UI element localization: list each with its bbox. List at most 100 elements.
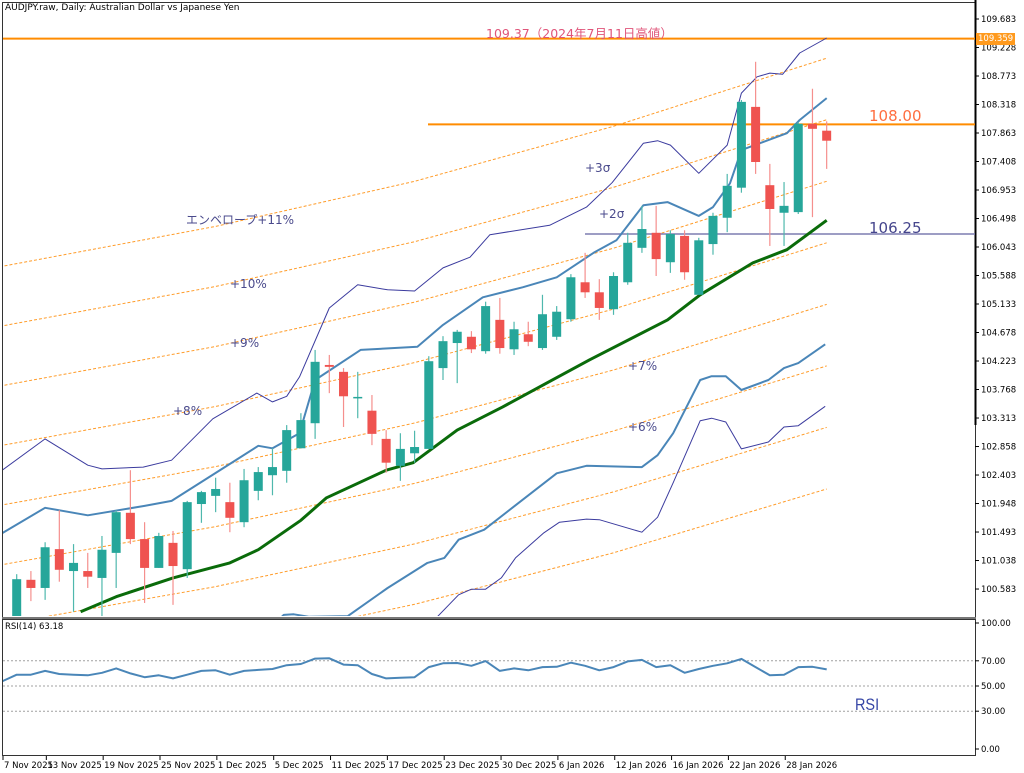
candle-bullish [40, 542, 50, 600]
candle-body [239, 480, 249, 523]
candle-body [466, 336, 476, 350]
candle-body [367, 410, 377, 434]
candle-bullish [609, 272, 619, 315]
moving-average [80, 219, 828, 614]
candle-body [353, 396, 363, 399]
candle-bullish [793, 121, 803, 214]
candle-bullish [296, 413, 306, 449]
candle-bullish [566, 274, 576, 322]
price-tick-label: 103.768 [981, 386, 1016, 396]
candle-body [182, 502, 192, 570]
bollinger-plus2-line [3, 97, 828, 534]
rsi-title: RSI(14) 63.18 [5, 622, 64, 632]
candle-body [83, 571, 93, 577]
candle-bearish [381, 430, 391, 473]
price-tick-label: 105.133 [981, 300, 1016, 310]
candle-body [381, 438, 391, 463]
candle-body [680, 235, 690, 273]
candle-body [651, 232, 661, 260]
candle-body [69, 562, 79, 572]
envelope-line-plus10 [3, 119, 827, 327]
candle-bullish [438, 336, 448, 380]
candle-bullish [111, 510, 121, 588]
candle-body [609, 276, 619, 310]
candle-bearish [140, 522, 150, 603]
candle-bullish [481, 301, 491, 354]
candle-bearish [54, 510, 64, 582]
candle-body [523, 334, 533, 342]
candle-bearish [822, 121, 832, 169]
candle-body [736, 101, 746, 188]
candle-bearish [125, 470, 135, 545]
candle-bullish [424, 356, 434, 449]
envelope-lines [3, 57, 827, 616]
date-tick-label: 5 Dec 2025 [275, 761, 324, 771]
price-tick-label: 106.498 [981, 215, 1016, 225]
bollinger-minus2-line [281, 343, 826, 616]
price-tick-label: 108.773 [981, 72, 1016, 82]
price-tick-label: 106.043 [981, 243, 1016, 253]
candle-body [12, 579, 22, 616]
candle-bearish [339, 368, 349, 427]
candle-bullish [537, 294, 547, 350]
horizontal-levels [3, 37, 975, 235]
candle-bearish [523, 321, 533, 347]
candle-bullish [410, 430, 420, 463]
candle-body [410, 447, 420, 454]
candle-body [552, 311, 562, 337]
candle-body [324, 364, 334, 367]
sigma-2-label: +2σ [599, 207, 625, 221]
envelope-line-plus7 [3, 303, 827, 506]
candle-bullish [395, 433, 405, 481]
candle-body [637, 229, 647, 248]
candle-body [438, 341, 448, 369]
candle-bullish [509, 321, 519, 355]
price-tick-label: 102.403 [981, 471, 1016, 481]
candle-body [722, 185, 732, 218]
candle-bearish [580, 252, 590, 298]
candle-bullish [182, 500, 192, 578]
envelope-7-label: +7% [628, 359, 658, 373]
candle-body [481, 306, 491, 352]
candle-bullish [97, 535, 107, 616]
candle-body [822, 130, 832, 141]
candle-bearish [651, 205, 661, 277]
candle-bullish [267, 448, 277, 496]
candles [12, 61, 832, 616]
candle-body [168, 542, 178, 567]
candle-body [495, 319, 505, 349]
price-tick-label: 103.313 [981, 414, 1016, 424]
candle-body [708, 215, 718, 245]
candle-bearish [26, 571, 36, 602]
price-tick-label: 104.223 [981, 357, 1016, 367]
candle-bearish [751, 61, 761, 174]
price-tick-label: 105.588 [981, 272, 1016, 282]
rsi-axis: 100.00 70.00 50.00 30.00 0.00 [975, 619, 1011, 755]
candle-body [452, 331, 462, 344]
price-tick-label: 101.493 [981, 528, 1016, 538]
candle-body [751, 106, 761, 163]
bollinger-plus3-line [3, 37, 827, 471]
price-tick-label: 108.318 [981, 101, 1016, 111]
price-tick-label: 107.863 [981, 129, 1016, 139]
price-tick-label: 109.228 [981, 44, 1016, 54]
envelope-line-plus5 [46, 426, 827, 616]
level-106-25-label: 106.25 [869, 219, 922, 237]
date-tick-label: 13 Nov 2025 [47, 761, 101, 771]
candle-body [339, 371, 349, 397]
candle-body [623, 242, 633, 283]
candle-bearish [466, 331, 476, 354]
candle-body [140, 539, 150, 568]
envelope-11-label: エンベロープ+11% [186, 213, 295, 227]
candle-body [54, 549, 64, 570]
candle-bullish [623, 232, 633, 285]
current-price-tag: 109.359 [976, 33, 1015, 45]
envelope-line-plus11 [3, 57, 827, 267]
date-tick-label: 1 Dec 2025 [218, 761, 267, 771]
price-tick-label: 107.408 [981, 158, 1016, 168]
candle-bullish [694, 237, 704, 295]
price-tick-label: 102.858 [981, 443, 1016, 453]
date-tick-label: 12 Jan 2026 [616, 761, 667, 771]
